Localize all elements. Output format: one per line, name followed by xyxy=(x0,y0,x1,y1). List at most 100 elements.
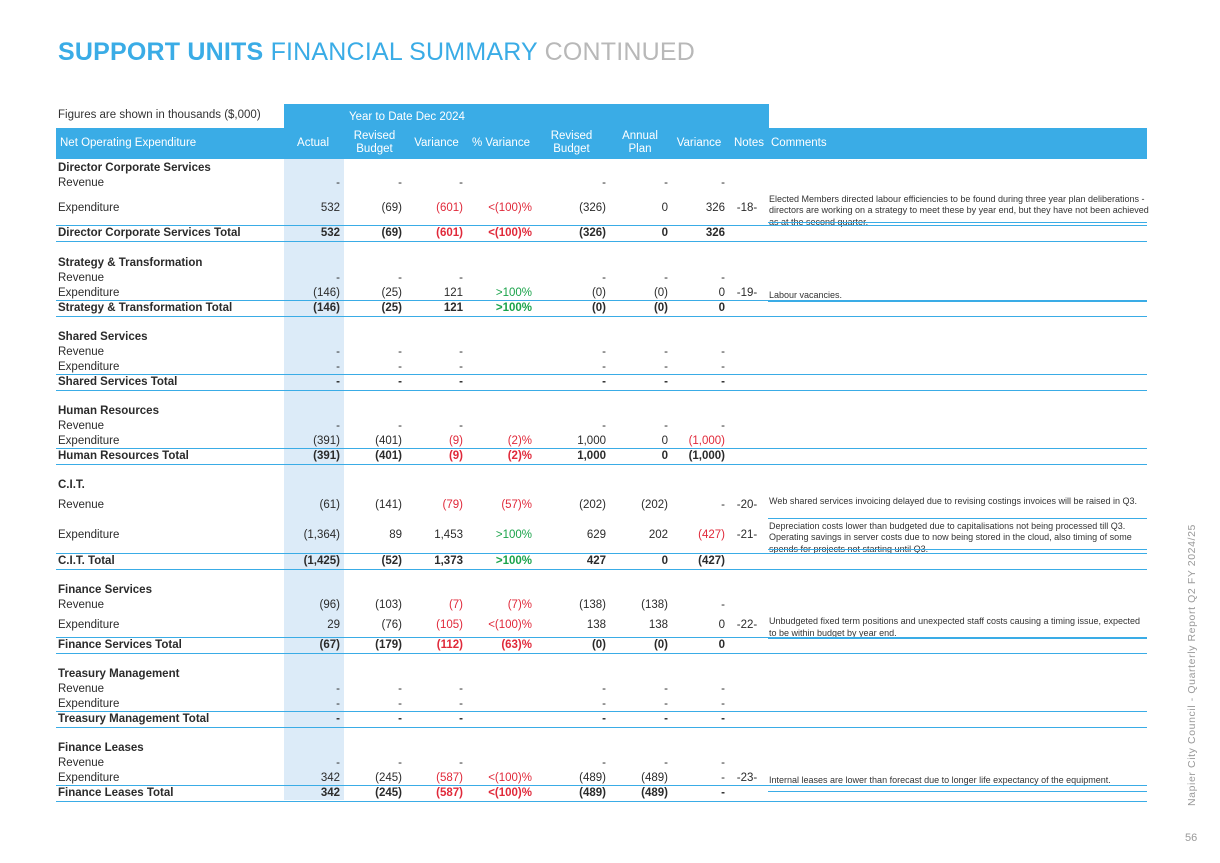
page-number: 56 xyxy=(1185,832,1198,844)
cell-rb: - xyxy=(398,698,402,710)
cell-rb: (25) xyxy=(381,287,402,299)
cell-var2: - xyxy=(721,787,725,799)
actual-column-band xyxy=(284,158,344,800)
header-actual: Actual xyxy=(297,137,329,149)
cell-actual: (67) xyxy=(319,639,340,651)
row-label: Expenditure xyxy=(58,529,120,541)
cell-pct: (57)% xyxy=(501,499,532,511)
cell-var: (601) xyxy=(436,227,463,239)
title-part-2: FINANCIAL SUMMARY xyxy=(270,38,538,66)
cell-rb2: 138 xyxy=(586,619,606,631)
cell-var: - xyxy=(459,420,463,432)
cell-plan: - xyxy=(664,272,668,284)
cell-plan: (0) xyxy=(653,302,668,314)
cell-actual: (146) xyxy=(313,287,340,299)
cell-var2: - xyxy=(721,713,725,725)
cell-var: - xyxy=(459,376,463,388)
cell-actual: - xyxy=(336,346,340,358)
cell-pct: >100% xyxy=(495,302,532,314)
cell-var: - xyxy=(459,346,463,358)
cell-var: 121 xyxy=(443,287,463,299)
total-top-rule xyxy=(56,300,1147,301)
cell-pct: >100% xyxy=(495,529,532,541)
header-variance: Variance xyxy=(676,137,722,149)
cell-actual: 532 xyxy=(320,202,340,214)
cell-rb: - xyxy=(398,272,402,284)
section-title: Shared Services xyxy=(58,331,148,343)
cell-rb: (401) xyxy=(375,435,402,447)
cell-rb: (76) xyxy=(381,619,402,631)
total-bottom-rule xyxy=(56,316,1147,317)
comment-divider xyxy=(768,518,1147,519)
cell-actual: (146) xyxy=(313,302,340,314)
cell-rb: - xyxy=(398,713,402,725)
cell-var2: - xyxy=(721,757,725,769)
cell-plan: - xyxy=(664,757,668,769)
cell-plan: - xyxy=(664,420,668,432)
note-ref: -21- xyxy=(736,529,758,541)
cell-plan: 202 xyxy=(648,529,668,541)
cell-var2: 0 xyxy=(718,287,725,299)
total-top-rule xyxy=(56,225,1147,226)
cell-rb2: (0) xyxy=(591,639,606,651)
cell-actual: - xyxy=(336,698,340,710)
header-revised-budget-ytd: Revised Budget xyxy=(353,130,396,155)
cell-rb2: (489) xyxy=(579,772,606,784)
cell-actual: 342 xyxy=(320,772,340,784)
cell-var2: (1,000) xyxy=(688,450,725,462)
cell-rb2: - xyxy=(602,698,606,710)
total-bottom-rule xyxy=(56,390,1147,391)
cell-plan: - xyxy=(664,713,668,725)
cell-rb: - xyxy=(398,361,402,373)
cell-actual: 29 xyxy=(327,619,340,631)
cell-rb2: (326) xyxy=(579,202,606,214)
cell-actual: - xyxy=(336,376,340,388)
cell-actual: - xyxy=(336,683,340,695)
cell-var: (112) xyxy=(436,639,463,651)
row-label: Director Corporate Services Total xyxy=(58,227,241,239)
cell-actual: (1,425) xyxy=(303,555,340,567)
cell-actual: - xyxy=(336,420,340,432)
row-label: Revenue xyxy=(58,499,105,511)
period-band xyxy=(284,104,769,129)
cell-var: - xyxy=(459,713,463,725)
cell-plan: (138) xyxy=(641,599,668,611)
cell-rb: 89 xyxy=(389,529,402,541)
row-label: Finance Services Total xyxy=(58,639,182,651)
cell-var: - xyxy=(459,272,463,284)
cell-actual: 342 xyxy=(320,787,340,799)
cell-rb2: - xyxy=(602,177,606,189)
cell-actual: (391) xyxy=(313,435,340,447)
cell-actual: - xyxy=(336,757,340,769)
cell-var: - xyxy=(459,757,463,769)
cell-rb2: - xyxy=(602,346,606,358)
total-bottom-rule xyxy=(56,569,1147,570)
row-label: Finance Leases Total xyxy=(58,787,174,799)
cell-pct: >100% xyxy=(495,287,532,299)
row-label: Expenditure xyxy=(58,698,120,710)
cell-var2: (1,000) xyxy=(688,435,725,447)
comment-text: Web shared services invoicing delayed du… xyxy=(769,496,1138,507)
comment-text: Labour vacancies. xyxy=(769,290,843,300)
cell-var: (601) xyxy=(436,202,463,214)
cell-actual: - xyxy=(336,272,340,284)
cell-var2: - xyxy=(721,499,725,511)
row-label: Revenue xyxy=(58,420,105,432)
total-bottom-rule xyxy=(56,727,1147,728)
comment-divider xyxy=(768,301,1147,302)
cell-var2: (427) xyxy=(698,555,725,567)
row-label: Revenue xyxy=(58,599,105,611)
cell-rb: - xyxy=(398,683,402,695)
row-label: Expenditure xyxy=(58,287,120,299)
cell-rb: - xyxy=(398,420,402,432)
cell-rb2: (326) xyxy=(579,227,606,239)
cell-var: 121 xyxy=(443,302,463,314)
cell-rb: (69) xyxy=(381,227,402,239)
cell-rb2: - xyxy=(602,757,606,769)
cell-plan: - xyxy=(664,683,668,695)
cell-rb2: 629 xyxy=(586,529,606,541)
cell-plan: 138 xyxy=(648,619,668,631)
total-bottom-rule xyxy=(56,464,1147,465)
cell-rb: - xyxy=(398,346,402,358)
total-top-rule xyxy=(56,448,1147,449)
